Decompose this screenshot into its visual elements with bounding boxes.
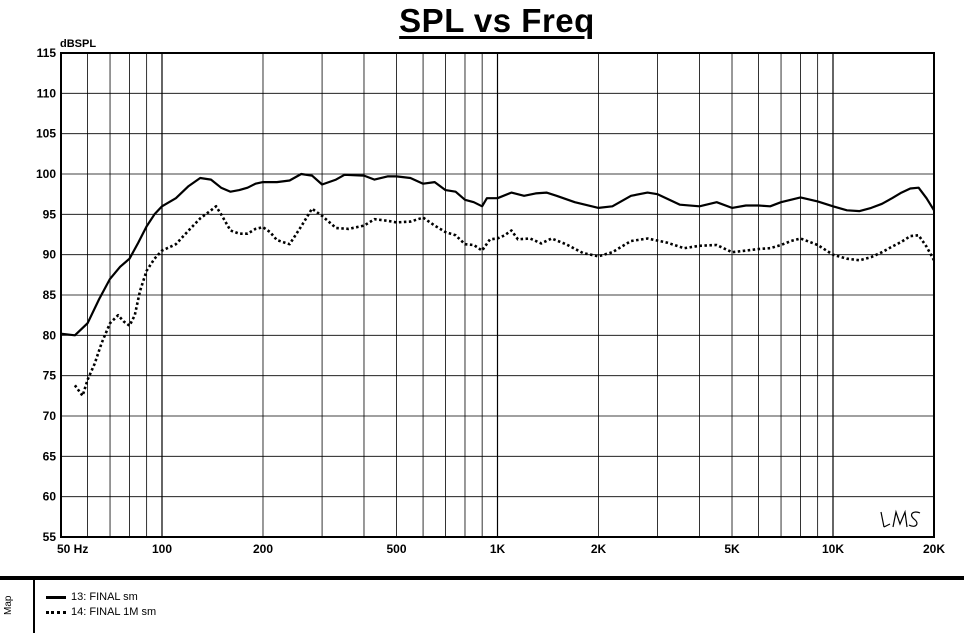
lms-logo: [880, 509, 921, 528]
x-tick-label: 5K: [724, 542, 740, 556]
y-tick-label: 90: [43, 248, 57, 262]
y-tick-label: 65: [43, 449, 57, 463]
x-tick-label: 500: [386, 542, 406, 556]
y-tick-label: 55: [43, 530, 57, 544]
spl-chart: 115 110 105 100 95 90 85 80 75 70 65 60 55 50 Hz 100 2…: [36, 38, 945, 556]
x-tick-label: 10K: [822, 542, 844, 556]
plot-frame: [60, 52, 935, 538]
legend-top-bar: [0, 576, 964, 580]
y-tick-label: 110: [37, 86, 57, 100]
y-tick-label: 105: [36, 127, 56, 141]
y-tick-label: 85: [43, 288, 57, 302]
x-tick-labels: 50 Hz 100 200 500 1K 2K 5K 10K 20K: [57, 542, 945, 556]
series-line-final-1m-sm: [73, 205, 936, 398]
legend-item-final-1m-sm: 14: FINAL 1M sm: [46, 606, 156, 618]
x-tick-label: 100: [152, 542, 172, 556]
chart-title: SPL vs Freq: [399, 2, 595, 39]
y-tick-label: 115: [37, 46, 57, 60]
series-line-final-sm: [60, 172, 935, 337]
y-axis-label: dBSPL: [60, 38, 96, 50]
legend-label: 14: FINAL 1M sm: [71, 606, 157, 618]
legend-swatch-solid: [46, 595, 66, 599]
map-label: Map: [3, 595, 14, 615]
y-tick-label: 70: [43, 409, 57, 423]
legend-swatch-dotted: [46, 610, 66, 614]
grid: [60, 52, 935, 538]
series-lines: [60, 172, 936, 398]
legend-label: 13: FINAL sm: [71, 591, 138, 603]
x-tick-label: 50 Hz: [57, 542, 88, 556]
x-tick-label: 2K: [591, 542, 607, 556]
y-tick-label: 60: [43, 490, 57, 504]
y-tick-label: 95: [43, 207, 57, 221]
y-tick-label: 75: [43, 369, 57, 383]
map-divider: [33, 580, 35, 633]
x-tick-label: 1K: [490, 542, 506, 556]
y-tick-label: 80: [43, 328, 57, 342]
legend-item-final-sm: 13: FINAL sm: [46, 591, 138, 603]
y-tick-label: 100: [36, 167, 56, 181]
x-tick-label: 200: [253, 542, 273, 556]
x-tick-label: 20K: [923, 542, 945, 556]
y-tick-labels: 115 110 105 100 95 90 85 80 75 70 65 60 55: [36, 46, 56, 544]
